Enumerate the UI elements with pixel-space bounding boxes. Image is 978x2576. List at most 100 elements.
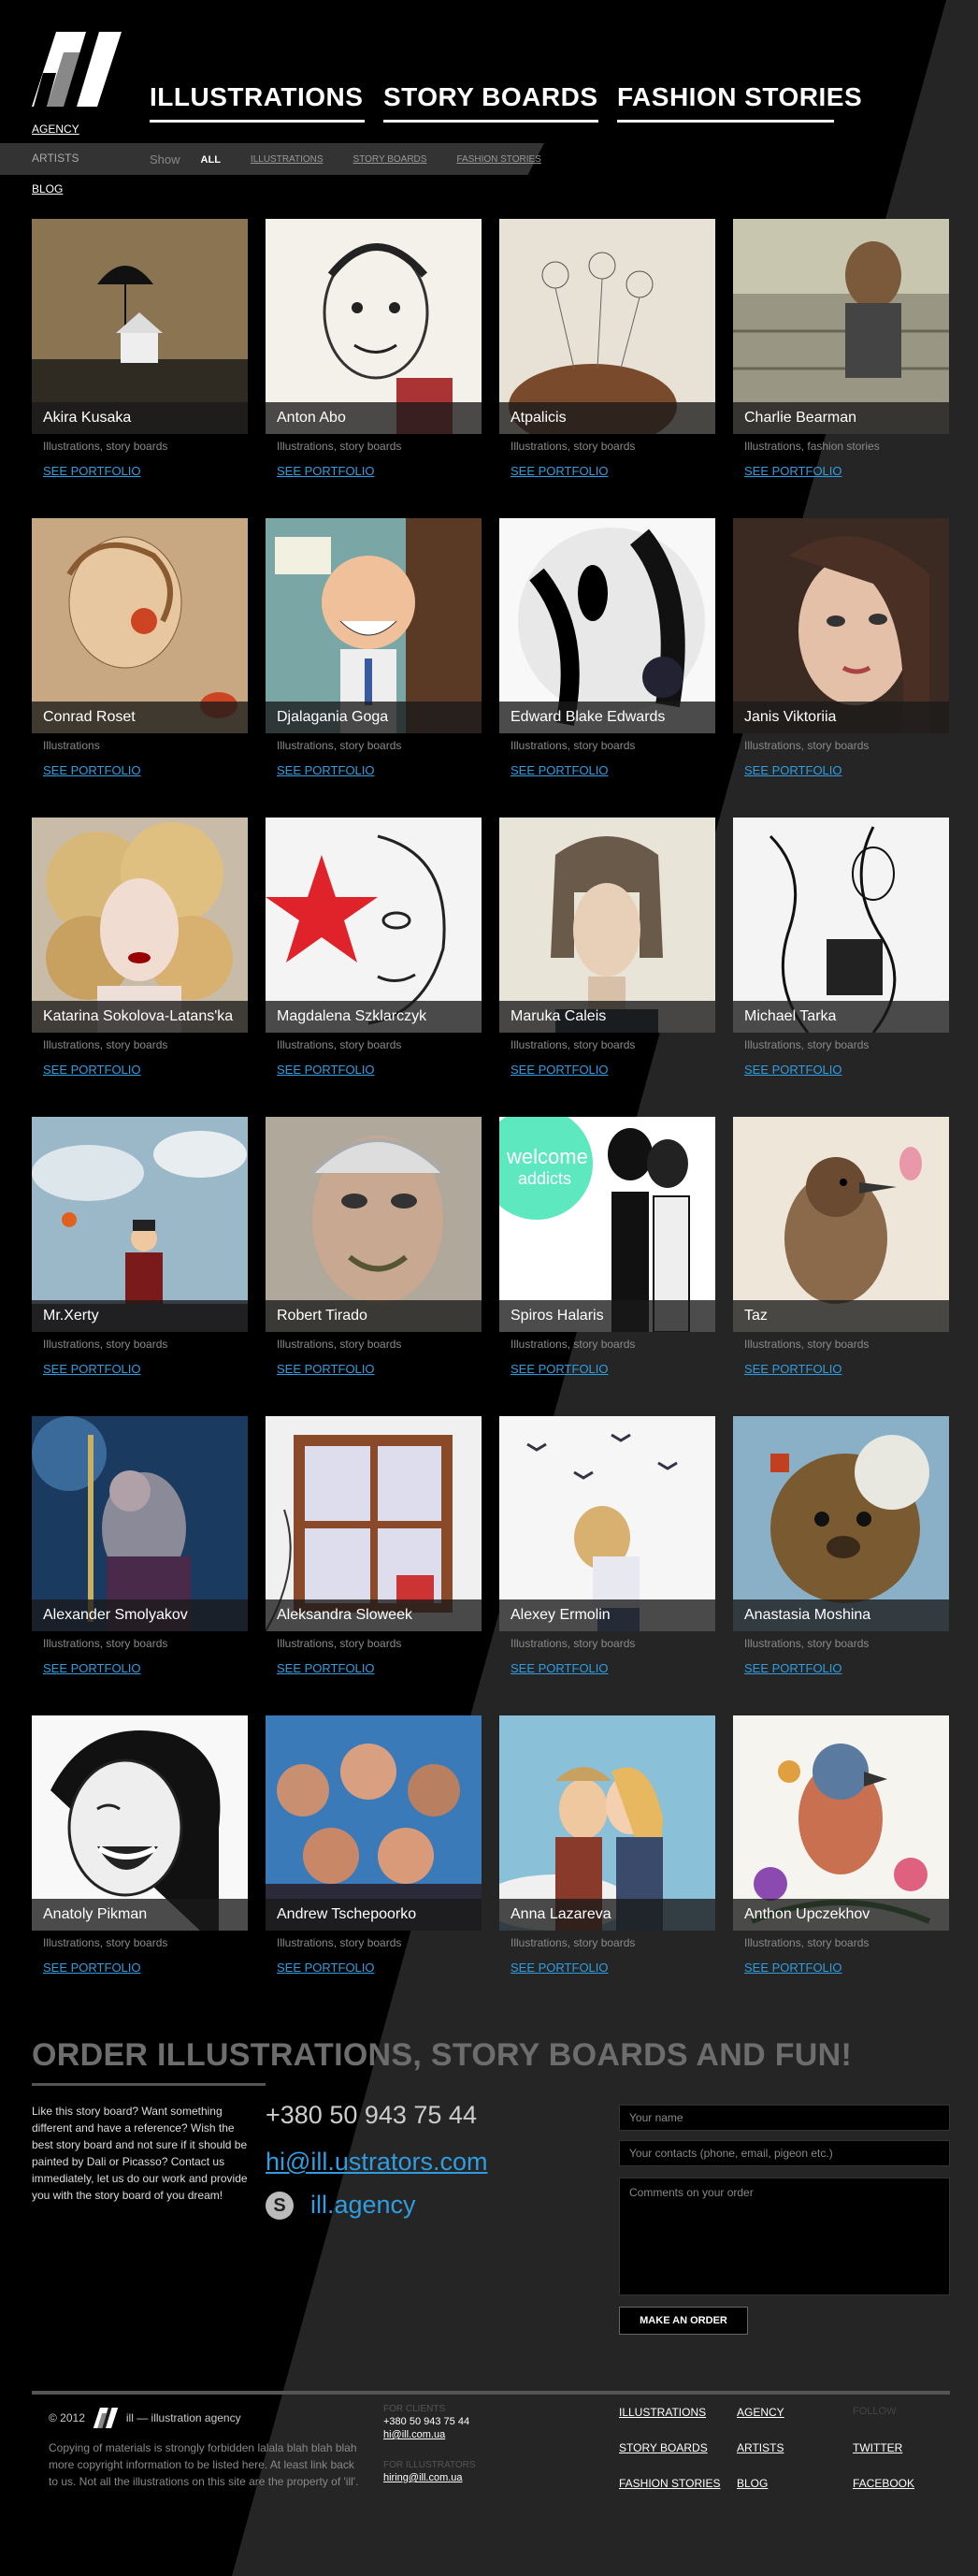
see-portfolio-link[interactable]: SEE PORTFOLIO xyxy=(43,763,141,777)
artist-name[interactable]: Taz xyxy=(733,1300,949,1332)
footer-twitter-link[interactable]: TWITTER xyxy=(853,2441,903,2454)
footer-nav-fashion-stories[interactable]: FASHION STORIES xyxy=(619,2477,721,2490)
artist-card[interactable]: Janis Viktoriia Illustrations, story boar… xyxy=(733,518,949,780)
filter-fashion-stories[interactable]: FASHION STORIES xyxy=(456,154,541,165)
artist-name[interactable]: Magdalena Szklarczyk xyxy=(266,1001,482,1033)
see-portfolio-link[interactable]: SEE PORTFOLIO xyxy=(43,1661,141,1675)
see-portfolio-link[interactable]: SEE PORTFOLIO xyxy=(277,464,375,478)
artist-name[interactable]: Anthon Upczekhov xyxy=(733,1899,949,1931)
artist-card[interactable]: Edward Blake Edwards Illustrations, story… xyxy=(499,518,715,780)
artist-name[interactable]: Andrew Tschepoorko xyxy=(266,1899,482,1931)
footer-nav-blog[interactable]: BLOG xyxy=(737,2477,769,2490)
side-menu-artists[interactable]: ARTISTS xyxy=(32,152,79,165)
artist-thumbnail[interactable]: welcome addicts xyxy=(499,1117,715,1332)
artist-thumbnail[interactable] xyxy=(733,1715,949,1931)
artist-card[interactable]: Atpalicis Illustrations, story boards SEE … xyxy=(499,219,715,481)
comments-textarea[interactable] xyxy=(619,2178,950,2295)
artist-name[interactable]: Alexander Smolyakov xyxy=(32,1599,248,1631)
artist-name[interactable]: Michael Tarka xyxy=(733,1001,949,1033)
see-portfolio-link[interactable]: SEE PORTFOLIO xyxy=(511,1661,609,1675)
footer-facebook-link[interactable]: FACEBOOK xyxy=(853,2477,915,2490)
clients-email-link[interactable]: hi@ill.com.ua xyxy=(383,2429,446,2440)
see-portfolio-link[interactable]: SEE PORTFOLIO xyxy=(744,1063,842,1077)
illustrators-email-link[interactable]: hiring@ill.com.ua xyxy=(383,2472,463,2483)
artist-name[interactable]: Edward Blake Edwards xyxy=(499,702,715,733)
nav-illustrations[interactable]: ILLUSTRATIONS xyxy=(150,82,365,123)
see-portfolio-link[interactable]: SEE PORTFOLIO xyxy=(511,1961,609,1975)
artist-thumbnail[interactable] xyxy=(733,1416,949,1631)
artist-card[interactable]: Anton Abo Illustrations, story boards SEE … xyxy=(266,219,482,481)
see-portfolio-link[interactable]: SEE PORTFOLIO xyxy=(744,1961,842,1975)
artist-card[interactable]: welcome addicts Spiros Halaris Illustration… xyxy=(499,1117,715,1379)
artist-card[interactable]: Akira Kusaka Illustrations, story boards S… xyxy=(32,219,248,481)
artist-thumbnail[interactable] xyxy=(266,1117,482,1332)
nav-fashion-stories[interactable]: FASHION STORIES xyxy=(617,82,862,123)
see-portfolio-link[interactable]: SEE PORTFOLIO xyxy=(43,1063,141,1077)
artist-card[interactable]: Magdalena Szklarczyk Illustrations, story… xyxy=(266,818,482,1079)
artist-card[interactable]: Anna Lazareva Illustrations, story boards… xyxy=(499,1715,715,1977)
logo-icon[interactable] xyxy=(32,32,122,107)
see-portfolio-link[interactable]: SEE PORTFOLIO xyxy=(43,1362,141,1376)
artist-thumbnail[interactable] xyxy=(733,1117,949,1332)
artist-name[interactable]: Robert Tirado xyxy=(266,1300,482,1332)
artist-thumbnail[interactable] xyxy=(266,518,482,733)
artist-name[interactable]: Anna Lazareva xyxy=(499,1899,715,1931)
artist-card[interactable]: Djalagania Goga Illustrations, story boar… xyxy=(266,518,482,780)
side-menu-blog[interactable]: BLOG xyxy=(32,182,64,195)
artist-card[interactable]: Conrad Roset Illustrations SEE PORTFOLIO xyxy=(32,518,248,780)
see-portfolio-link[interactable]: SEE PORTFOLIO xyxy=(277,1961,375,1975)
artist-name[interactable]: Atpalicis xyxy=(499,402,715,434)
filter-illustrations[interactable]: ILLUSTRATIONS xyxy=(250,154,324,165)
artist-thumbnail[interactable] xyxy=(32,219,248,434)
artist-card[interactable]: Taz Illustrations, story boards SEE PORTFO… xyxy=(733,1117,949,1379)
artist-thumbnail[interactable] xyxy=(266,1416,482,1631)
artist-thumbnail[interactable] xyxy=(733,518,949,733)
artist-card[interactable]: Anatoly Pikman Illustrations, story board… xyxy=(32,1715,248,1977)
artist-name[interactable]: Janis Viktoriia xyxy=(733,702,949,733)
order-email-link[interactable]: hi@ill.ustrators.com xyxy=(266,2148,488,2176)
footer-nav-agency[interactable]: AGENCY xyxy=(737,2406,784,2419)
side-menu-agency[interactable]: AGENCY xyxy=(32,123,79,136)
artist-thumbnail[interactable] xyxy=(32,1715,248,1931)
make-order-button[interactable]: MAKE AN ORDER xyxy=(619,2307,748,2335)
artist-card[interactable]: Michael Tarka Illustrations, story boards… xyxy=(733,818,949,1079)
filter-all[interactable]: ALL xyxy=(200,153,221,166)
artist-name[interactable]: Aleksandra Sloweek xyxy=(266,1599,482,1631)
artist-name[interactable]: Anastasia Moshina xyxy=(733,1599,949,1631)
artist-name[interactable]: Maruka Caleis xyxy=(499,1001,715,1033)
artist-card[interactable]: Andrew Tschepoorko Illustrations, story b… xyxy=(266,1715,482,1977)
see-portfolio-link[interactable]: SEE PORTFOLIO xyxy=(744,1362,842,1376)
artist-name[interactable]: Katarina Sokolova-Latans'ka xyxy=(32,1001,248,1033)
contacts-input[interactable] xyxy=(619,2140,950,2166)
artist-name[interactable]: Charlie Bearman xyxy=(733,402,949,434)
artist-card[interactable]: Aleksandra Sloweek Illustrations, story b… xyxy=(266,1416,482,1678)
see-portfolio-link[interactable]: SEE PORTFOLIO xyxy=(43,464,141,478)
artist-card[interactable]: Charlie Bearman Illustrations, fashion st… xyxy=(733,219,949,481)
order-skype-link[interactable]: S ill.agency xyxy=(266,2191,416,2220)
artist-thumbnail[interactable] xyxy=(499,1416,715,1631)
artist-thumbnail[interactable] xyxy=(266,818,482,1033)
artist-name[interactable]: Akira Kusaka xyxy=(32,402,248,434)
see-portfolio-link[interactable]: SEE PORTFOLIO xyxy=(511,1063,609,1077)
see-portfolio-link[interactable]: SEE PORTFOLIO xyxy=(277,1661,375,1675)
artist-name[interactable]: Mr.Xerty xyxy=(32,1300,248,1332)
see-portfolio-link[interactable]: SEE PORTFOLIO xyxy=(511,763,609,777)
artist-name[interactable]: Anatoly Pikman xyxy=(32,1899,248,1931)
artist-card[interactable]: Mr.Xerty Illustrations, story boards SEE P… xyxy=(32,1117,248,1379)
see-portfolio-link[interactable]: SEE PORTFOLIO xyxy=(511,1362,609,1376)
nav-story-boards[interactable]: STORY BOARDS xyxy=(383,82,598,123)
artist-name[interactable]: Alexey Ermolin xyxy=(499,1599,715,1631)
see-portfolio-link[interactable]: SEE PORTFOLIO xyxy=(744,1661,842,1675)
artist-card[interactable]: Alexey Ermolin Illustrations, story board… xyxy=(499,1416,715,1678)
see-portfolio-link[interactable]: SEE PORTFOLIO xyxy=(43,1961,141,1975)
artist-name[interactable]: Spiros Halaris xyxy=(499,1300,715,1332)
artist-card[interactable]: Robert Tirado Illustrations, story boards… xyxy=(266,1117,482,1379)
see-portfolio-link[interactable]: SEE PORTFOLIO xyxy=(277,1362,375,1376)
artist-card[interactable]: Maruka Caleis Illustrations, story boards… xyxy=(499,818,715,1079)
artist-card[interactable]: Anthon Upczekhov Illustrations, story boa… xyxy=(733,1715,949,1977)
see-portfolio-link[interactable]: SEE PORTFOLIO xyxy=(277,763,375,777)
artist-name[interactable]: Conrad Roset xyxy=(32,702,248,733)
artist-thumbnail[interactable] xyxy=(32,518,248,733)
see-portfolio-link[interactable]: SEE PORTFOLIO xyxy=(511,464,609,478)
footer-nav-artists[interactable]: ARTISTS xyxy=(737,2441,784,2454)
